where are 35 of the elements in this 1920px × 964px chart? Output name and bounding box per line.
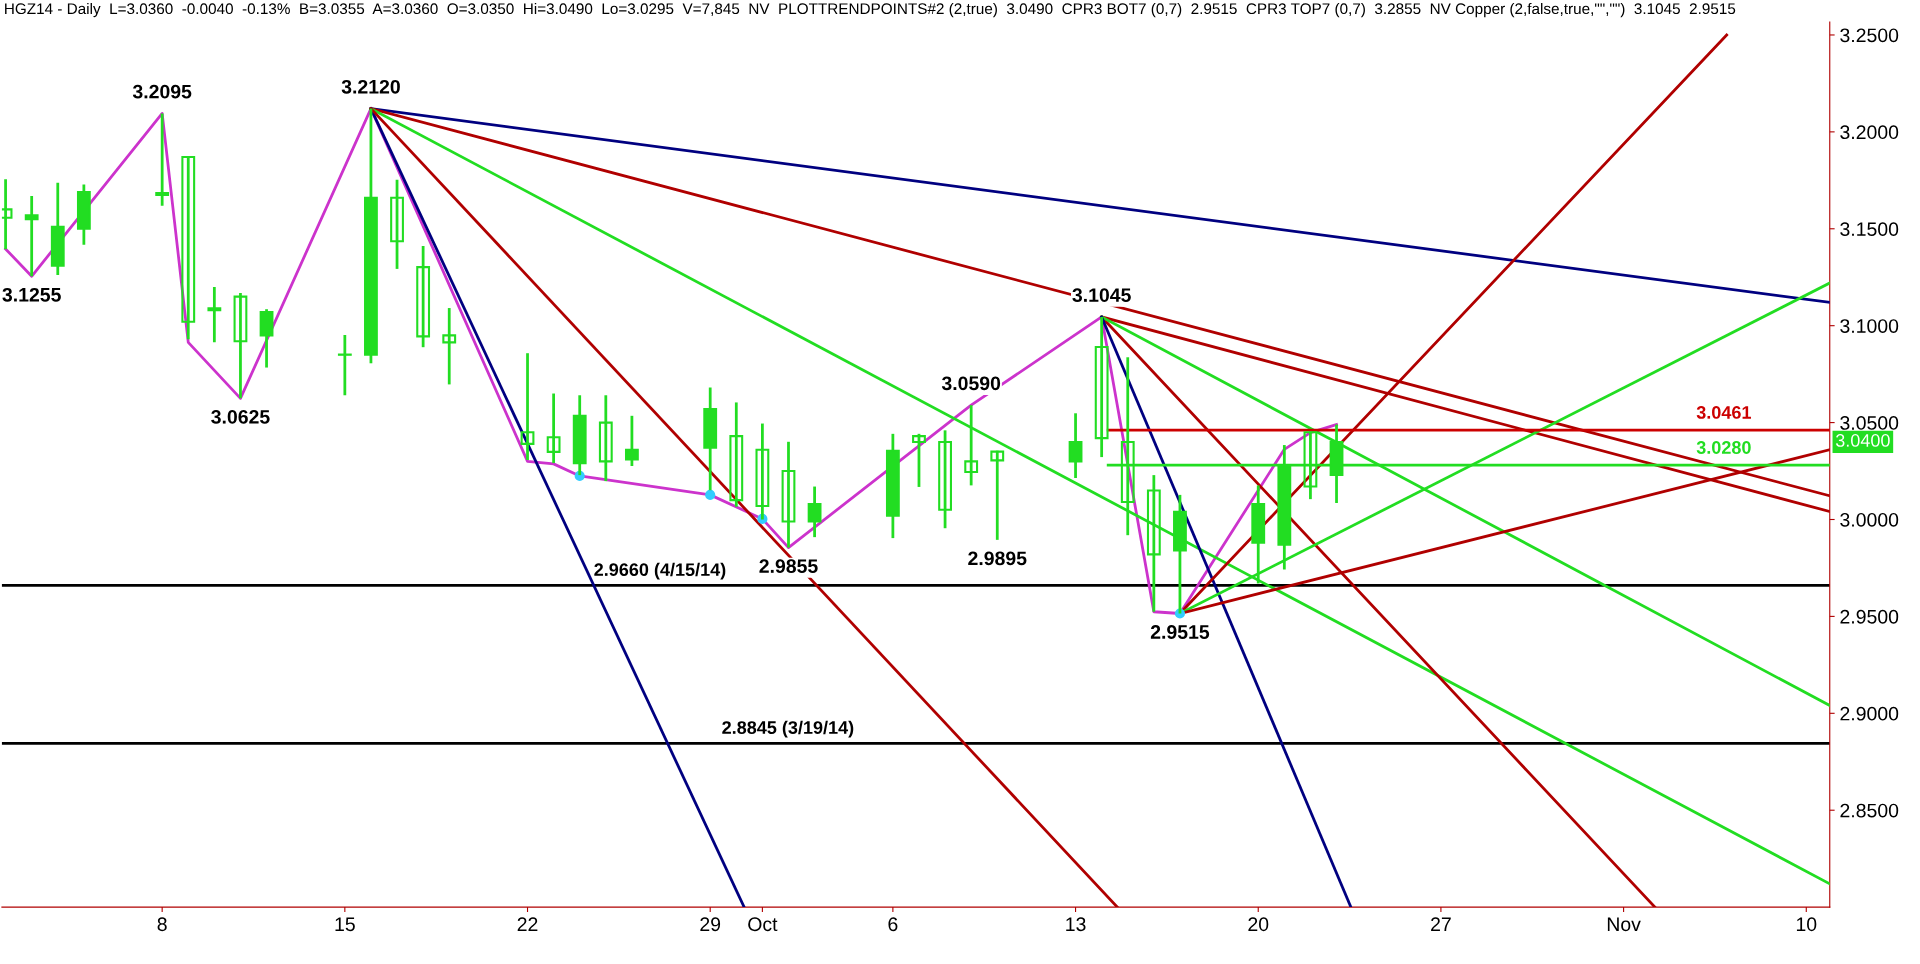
annotation: 3.2120 [341, 79, 400, 94]
x-tick-label: 29 [700, 917, 721, 932]
y-tick-label: 2.8500 [1840, 803, 1899, 818]
annotation: 3.1255 [2, 287, 61, 302]
annotation: 3.2095 [132, 84, 192, 99]
annotation: 3.1045 [1072, 288, 1131, 303]
y-tick-label: 3.0000 [1840, 512, 1899, 527]
y-tick-label: 3.2000 [1840, 125, 1899, 140]
ref-line-label: 2.9660 (4/15/14) [594, 562, 726, 580]
annotation: 2.9515 [1150, 625, 1210, 639]
x-tick-label: Nov [1607, 917, 1641, 932]
y-tick-label: 3.1000 [1840, 319, 1899, 333]
x-tick-label: 6 [888, 917, 898, 932]
series-label: 3.0280 [1696, 441, 1751, 454]
x-tick-label: 15 [335, 917, 355, 932]
y-tick-label: 2.9000 [1840, 706, 1899, 721]
x-tick-label: 10 [1796, 917, 1817, 932]
x-tick-label: 13 [1066, 917, 1086, 932]
chart-title: HGZ14 - Daily L=3.0360 -0.0040 -0.13% B=3.0355 A=3.0360 O=3.0350 Hi=3.0490 Lo=3.0295 V=7,845 NV PLOTTRENDPOINTS#2 (2,true) 3.0490 CPR3 BOT7 (0,7) 2.9515 CPR3 TOP7 (0,7) 3.2855 NV Copper (2,false,true,"","") 3.1045 2.9515 [5, 2, 1736, 18]
annotation: 3.0590 [941, 376, 1001, 391]
x-tick-label: 20 [1248, 917, 1269, 932]
y-tick-label: 3.1500 [1840, 222, 1899, 237]
x-tick-label: 22 [517, 917, 538, 931]
series-label: 3.0461 [1696, 406, 1751, 419]
annotation: 2.9895 [968, 551, 1027, 566]
annotation: 3.0625 [211, 409, 270, 424]
y-tick-label: 3.2500 [1840, 28, 1899, 43]
annotation: 2.9855 [759, 559, 818, 573]
x-tick-label: 27 [1431, 917, 1451, 931]
y-tick-label: 2.9500 [1840, 609, 1899, 624]
x-tick-label: 8 [157, 917, 167, 932]
x-tick-label: Oct [748, 917, 778, 932]
ref-line-label: 2.8845 (3/19/14) [722, 720, 854, 738]
text: 3.0400 [1835, 434, 1890, 447]
y-tick-label: 3.0500 [1840, 416, 1899, 430]
